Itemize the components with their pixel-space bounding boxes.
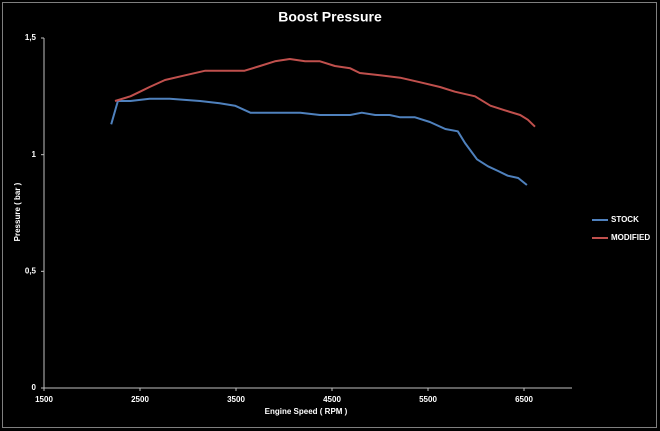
y-axis-title: Pressure ( bar ) (13, 182, 22, 241)
x-axis-title: Engine Speed ( RPM ) (265, 407, 348, 416)
y-tick-label: 0,5 (25, 266, 37, 275)
x-tick-label: 6500 (515, 395, 533, 404)
y-tick-label: 1 (32, 150, 37, 159)
y-tick-label: 0 (32, 383, 37, 392)
legend-label: MODIFIED (611, 233, 650, 242)
x-tick-label: 1500 (35, 395, 53, 404)
series-line (110, 97, 528, 186)
x-tick-label: 3500 (227, 395, 245, 404)
x-tick-label: 4500 (323, 395, 341, 404)
y-tick-label: 1,5 (25, 33, 37, 42)
chart-title: Boost Pressure (278, 9, 382, 25)
legend-label: STOCK (611, 215, 639, 224)
x-tick-label: 5500 (419, 395, 437, 404)
series-line (114, 58, 536, 128)
x-tick-label: 2500 (131, 395, 149, 404)
